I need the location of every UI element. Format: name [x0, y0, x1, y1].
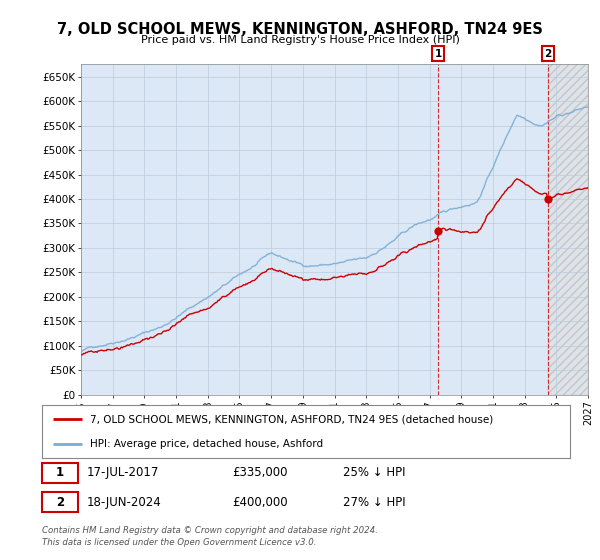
Text: 1: 1: [56, 466, 64, 479]
Text: 2: 2: [544, 49, 551, 59]
FancyBboxPatch shape: [42, 463, 78, 483]
Bar: [548, 64, 588, 395]
Text: Price paid vs. HM Land Registry's House Price Index (HPI): Price paid vs. HM Land Registry's House …: [140, 35, 460, 45]
Text: 1: 1: [434, 49, 442, 59]
Text: £335,000: £335,000: [232, 466, 287, 479]
Text: 25% ↓ HPI: 25% ↓ HPI: [343, 466, 406, 479]
Bar: [548, 64, 588, 395]
Point: [543, 194, 553, 203]
Text: 2: 2: [56, 496, 64, 508]
FancyBboxPatch shape: [42, 492, 78, 512]
Text: Contains HM Land Registry data © Crown copyright and database right 2024.
This d: Contains HM Land Registry data © Crown c…: [42, 526, 378, 547]
Text: 17-JUL-2017: 17-JUL-2017: [87, 466, 159, 479]
Text: 27% ↓ HPI: 27% ↓ HPI: [343, 496, 406, 508]
Text: 7, OLD SCHOOL MEWS, KENNINGTON, ASHFORD, TN24 9ES: 7, OLD SCHOOL MEWS, KENNINGTON, ASHFORD,…: [57, 22, 543, 38]
Text: 18-JUN-2024: 18-JUN-2024: [87, 496, 161, 508]
Text: 7, OLD SCHOOL MEWS, KENNINGTON, ASHFORD, TN24 9ES (detached house): 7, OLD SCHOOL MEWS, KENNINGTON, ASHFORD,…: [89, 414, 493, 424]
Text: £400,000: £400,000: [232, 496, 288, 508]
Text: HPI: Average price, detached house, Ashford: HPI: Average price, detached house, Ashf…: [89, 438, 323, 449]
Point: [433, 226, 443, 235]
